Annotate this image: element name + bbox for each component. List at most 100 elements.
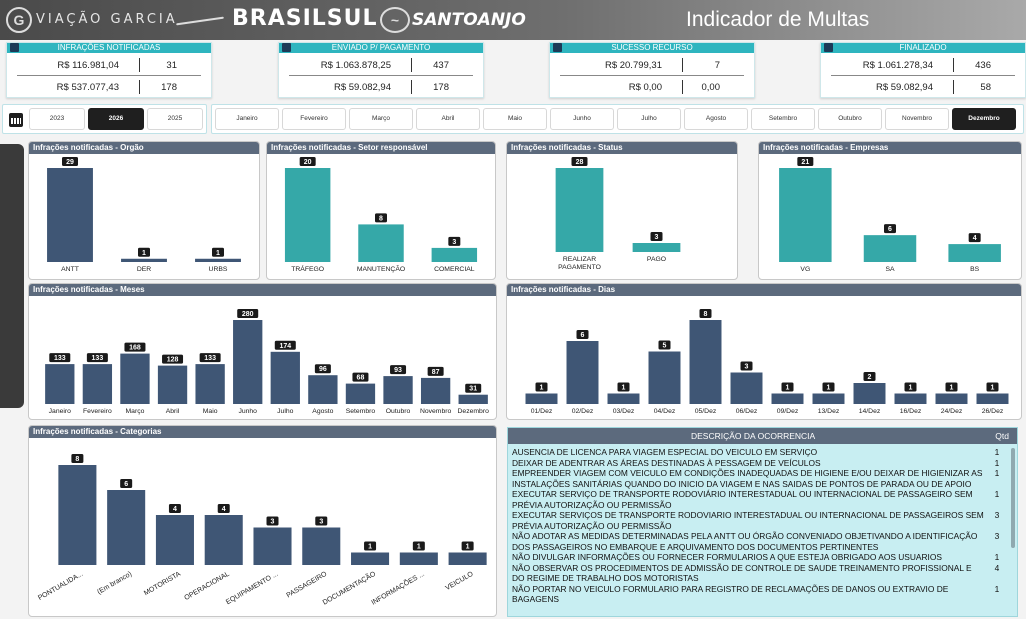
data-label: 4 — [173, 506, 177, 513]
bar-14-dez[interactable] — [853, 383, 886, 404]
bar-abril[interactable] — [157, 365, 188, 404]
bar-setembro[interactable] — [345, 383, 376, 404]
bar-06-dez[interactable] — [730, 372, 763, 405]
month-button-janeiro[interactable]: Janeiro — [215, 108, 279, 130]
axis-tick-label: Outubro — [386, 408, 411, 415]
brand-santoanjo: SANTOANJO — [412, 10, 526, 30]
month-button-agosto[interactable]: Agosto — [684, 108, 748, 130]
data-label: 28 — [576, 159, 584, 166]
bar-05-dez[interactable] — [689, 320, 722, 404]
table-row[interactable]: EXECUTAR SERVIÇOS DE TRANSPORTE RODOVIAR… — [508, 510, 1008, 531]
data-label-bg — [199, 353, 221, 363]
cell-descricao: NÃO OBSERVAR OS PROCEDIMENTOS DE ADMISSÃ… — [512, 562, 972, 584]
bar-dezembro[interactable] — [458, 394, 488, 404]
month-button-dezembro[interactable]: Dezembro — [952, 108, 1016, 130]
bar-sa[interactable] — [863, 235, 917, 262]
bar-operacional[interactable] — [204, 515, 243, 565]
year-button-2025[interactable]: 2025 — [147, 108, 203, 130]
bar-comercial[interactable] — [431, 247, 478, 262]
month-button-março[interactable]: Março — [349, 108, 413, 130]
bar-09-dez[interactable] — [771, 393, 804, 405]
table-row[interactable]: EMPREENDER VIAGEM COM VEICULO EM CONDIÇÕ… — [508, 468, 1008, 489]
kpi-icon — [282, 43, 291, 52]
bar-01-dez[interactable] — [525, 393, 558, 405]
cell-descricao: EXECUTAR SERVIÇOS DE TRANSPORTE RODOVIAR… — [512, 510, 984, 531]
side-panel-toggle[interactable] — [0, 144, 24, 408]
data-label: 1 — [216, 250, 220, 257]
month-button-maio[interactable]: Maio — [483, 108, 547, 130]
kpi-value: R$ 116.981,04 — [57, 60, 119, 71]
bar-fevereiro[interactable] — [82, 364, 113, 404]
bar-passageiro[interactable] — [302, 527, 341, 566]
table-row[interactable]: EXECUTAR SERVIÇO DE TRANSPORTE RODOVIÁRI… — [508, 489, 1008, 510]
table-row[interactable]: NÃO OBSERVAR OS PROCEDIMENTOS DE ADMISSÃ… — [508, 563, 1008, 584]
bar-julho[interactable] — [270, 351, 300, 404]
axis-tick-label: 05/Dez — [695, 408, 717, 415]
column-header-descricao[interactable]: DESCRIÇÃO DA OCORRENCIA — [691, 431, 816, 441]
bar-equipamento-[interactable] — [253, 527, 292, 566]
year-button-2023[interactable]: 2023 — [29, 108, 85, 130]
bar-03-dez[interactable] — [607, 393, 640, 405]
month-button-julho[interactable]: Julho — [617, 108, 681, 130]
bar-informa-es-[interactable] — [399, 552, 438, 566]
axis-tick-label: PONTUALIDA... — [37, 571, 84, 602]
kpi-icon — [824, 43, 833, 52]
table-row[interactable]: AUSENCIA DE LICENCA PARA VIAGEM ESPECIAL… — [508, 447, 1008, 458]
chart-title: Infrações notificadas - Meses — [29, 284, 496, 296]
year-button-2026[interactable]: 2026 — [88, 108, 144, 130]
bar-janeiro[interactable] — [45, 364, 75, 404]
axis-tick-label: ANTT — [61, 266, 79, 273]
bar-pontualida-[interactable] — [58, 465, 97, 565]
bar-vg[interactable] — [779, 168, 832, 262]
month-button-novembro[interactable]: Novembro — [885, 108, 949, 130]
table-row[interactable]: NÃO DIVULGAR INFORMAÇÕES OU FORNECER FOR… — [508, 552, 1008, 563]
bar-motorista[interactable] — [155, 515, 194, 565]
data-label-bg — [658, 340, 671, 350]
data-label-bg — [986, 382, 999, 392]
bar-manuten-o[interactable] — [358, 224, 404, 262]
data-label-bg — [217, 504, 230, 513]
axis-tick-label: Agosto — [312, 408, 333, 415]
bar-der[interactable] — [121, 258, 167, 262]
bar-bs[interactable] — [948, 244, 1001, 262]
column-header-qtd[interactable]: Qtd — [995, 431, 1009, 441]
bar-outubro[interactable] — [383, 376, 413, 404]
chart-title: Infrações notificadas - Categorias — [29, 426, 496, 438]
bar-tr-fego[interactable] — [284, 168, 331, 262]
bar-24-dez[interactable] — [935, 393, 968, 405]
bar-junho[interactable] — [233, 320, 263, 404]
table-row[interactable]: DEIXAR DE ADENTRAR AS ÁREAS DESTINADAS À… — [508, 458, 1008, 469]
bar-novembro[interactable] — [420, 377, 451, 404]
month-button-outubro[interactable]: Outubro — [818, 108, 882, 130]
data-label: 3 — [271, 519, 275, 526]
bar-maio[interactable] — [195, 364, 225, 404]
bar-urbs[interactable] — [195, 258, 241, 262]
month-button-abril[interactable]: Abril — [416, 108, 480, 130]
month-button-junho[interactable]: Junho — [550, 108, 614, 130]
axis-tick-label: VEICULO — [444, 570, 475, 592]
bar--em-branco-[interactable] — [107, 490, 146, 565]
table-scrollbar[interactable] — [1011, 448, 1015, 548]
axis-tick-label: Julho — [277, 408, 293, 415]
bar-13-dez[interactable] — [812, 393, 845, 405]
bar-16-dez[interactable] — [894, 393, 927, 405]
bar-02-dez[interactable] — [566, 341, 599, 404]
axis-tick-label: Janeiro — [49, 408, 72, 415]
table-row[interactable]: NÃO PORTAR NO VEICULO FORMULARIO PARA RE… — [508, 584, 1008, 605]
bar-04-dez[interactable] — [648, 351, 681, 405]
table-row[interactable]: NÃO ADOTAR AS MEDIDAS DETERMINADAS PELA … — [508, 531, 1008, 552]
bar-agosto[interactable] — [308, 375, 338, 404]
bar-veiculo[interactable] — [448, 552, 487, 566]
bar-documenta-o[interactable] — [351, 552, 390, 566]
bar-realizar-pagamento[interactable] — [555, 168, 604, 252]
axis-tick-label: PAGO — [647, 256, 666, 263]
month-button-setembro[interactable]: Setembro — [751, 108, 815, 130]
data-label-bg — [212, 247, 224, 257]
month-button-fevereiro[interactable]: Fevereiro — [282, 108, 346, 130]
bar-26-dez[interactable] — [976, 393, 1009, 405]
bar-mar-o[interactable] — [120, 353, 150, 404]
axis-tick-label: MANUTENÇÃO — [357, 264, 405, 273]
bar-antt[interactable] — [47, 168, 93, 262]
bar-pago[interactable] — [632, 243, 681, 252]
